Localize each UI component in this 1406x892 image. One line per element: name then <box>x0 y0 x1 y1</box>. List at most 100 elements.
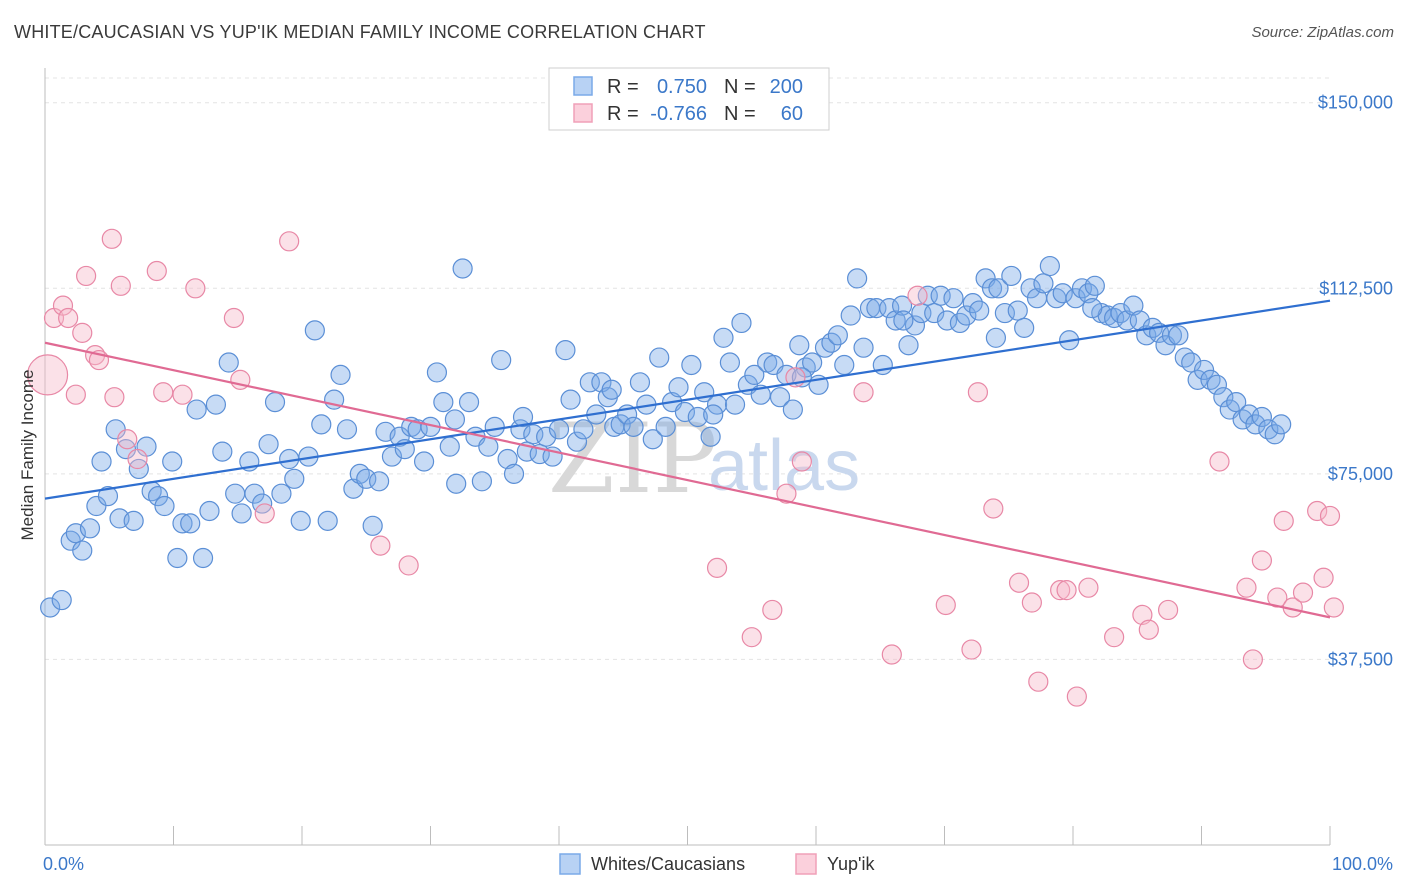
data-points <box>26 228 1344 707</box>
point-yupik-20 <box>254 503 275 524</box>
point-whites-42 <box>317 510 338 531</box>
point-whites-22 <box>186 399 207 420</box>
point-whites-146 <box>981 278 1003 299</box>
point-yupik-51 <box>1251 550 1272 571</box>
point-whites-50 <box>369 471 390 492</box>
point-whites-27 <box>218 352 239 373</box>
point-whites-130 <box>879 298 900 319</box>
point-whites-85 <box>591 372 612 393</box>
point-yupik-16 <box>172 384 193 405</box>
point-whites-38 <box>290 510 311 531</box>
point-whites-0 <box>40 597 61 618</box>
point-whites-5 <box>79 518 101 539</box>
legend-n-label-whites: N = <box>724 76 756 98</box>
point-whites-52 <box>381 446 403 467</box>
legend-box <box>548 67 830 131</box>
trend-line-whites <box>44 299 1331 500</box>
point-yupik-30 <box>853 382 874 403</box>
point-whites-142 <box>956 305 977 326</box>
point-whites-124 <box>840 305 861 326</box>
point-whites-81 <box>566 431 588 452</box>
point-yupik-56 <box>1307 500 1328 522</box>
watermark-atlas: atlas <box>708 426 860 506</box>
point-whites-109 <box>744 364 765 386</box>
trend-line-yupik <box>44 341 1331 619</box>
legend-r-value-yupik: -0.766 <box>650 103 707 125</box>
point-yupik-24 <box>706 557 728 578</box>
point-yupik-33 <box>935 594 956 616</box>
point-yupik-13 <box>127 448 148 470</box>
point-whites-12 <box>123 510 144 531</box>
point-whites-157 <box>1052 283 1073 304</box>
legend-r-label-whites: R = <box>607 76 639 98</box>
point-yupik-34 <box>961 639 982 660</box>
point-whites-102 <box>700 426 721 447</box>
point-whites-61 <box>439 436 460 457</box>
legend-r-value-whites: 0.750 <box>657 76 707 98</box>
point-whites-122 <box>827 325 848 346</box>
bottom-legend-label-yupik: Yup'ik <box>827 854 875 874</box>
point-whites-24 <box>199 500 220 522</box>
point-yupik-55 <box>1292 582 1314 603</box>
point-whites-18 <box>162 451 183 472</box>
point-whites-179 <box>1193 359 1215 381</box>
legend-swatch-whites <box>573 76 593 96</box>
point-yupik-45 <box>1132 604 1153 626</box>
point-yupik-4 <box>65 384 86 405</box>
point-whites-107 <box>731 312 752 334</box>
point-whites-147 <box>988 278 1009 299</box>
point-whites-34 <box>264 392 286 413</box>
point-yupik-14 <box>146 260 167 282</box>
point-whites-28 <box>225 483 246 504</box>
point-yupik-49 <box>1236 577 1257 598</box>
point-whites-7 <box>91 451 112 472</box>
point-whites-70 <box>497 448 518 470</box>
point-yupik-59 <box>1323 597 1344 618</box>
point-whites-140 <box>943 288 964 309</box>
point-yupik-23 <box>398 555 419 576</box>
point-whites-37 <box>284 468 305 489</box>
point-whites-35 <box>271 483 292 504</box>
point-whites-76 <box>536 426 557 447</box>
point-yupik-44 <box>1104 627 1125 648</box>
point-whites-80 <box>560 389 581 410</box>
point-whites-91 <box>629 372 651 393</box>
point-whites-198 <box>985 327 1007 348</box>
point-whites-150 <box>1007 300 1028 321</box>
point-whites-26 <box>212 441 233 462</box>
point-yupik-27 <box>776 483 797 504</box>
point-whites-192 <box>444 409 466 430</box>
point-whites-184 <box>1226 392 1247 413</box>
point-whites-133 <box>898 335 919 356</box>
point-yupik-26 <box>762 599 783 621</box>
point-whites-20 <box>172 513 193 534</box>
point-whites-82 <box>573 419 594 440</box>
point-yupik-11 <box>110 275 131 296</box>
y-tick-label-1: $75,000 <box>1328 464 1393 484</box>
point-whites-168 <box>1123 295 1144 316</box>
point-whites-1 <box>51 589 72 611</box>
point-whites-118 <box>802 352 823 373</box>
point-yupik-41 <box>1056 580 1077 601</box>
point-yupik-35 <box>967 382 989 403</box>
point-whites-194 <box>601 379 622 400</box>
bottom-legend-label-whites: Whites/Caucasians <box>591 854 745 874</box>
point-whites-74 <box>523 424 544 445</box>
point-whites-78 <box>548 419 570 440</box>
point-whites-149 <box>1001 265 1022 287</box>
point-yupik-29 <box>791 451 812 472</box>
point-yupik-43 <box>1078 577 1099 598</box>
point-whites-98 <box>674 401 696 423</box>
point-whites-144 <box>969 300 990 321</box>
point-whites-93 <box>642 429 663 450</box>
point-whites-162 <box>1084 275 1105 296</box>
point-whites-152 <box>1020 278 1041 299</box>
point-whites-193 <box>512 406 534 428</box>
point-whites-60 <box>433 392 454 413</box>
point-yupik-47 <box>1157 599 1179 621</box>
trend-lines <box>44 299 1331 619</box>
point-whites-182 <box>1213 387 1234 408</box>
point-whites-125 <box>847 268 868 289</box>
point-yupik-36 <box>983 498 1004 519</box>
point-whites-104 <box>713 327 734 348</box>
